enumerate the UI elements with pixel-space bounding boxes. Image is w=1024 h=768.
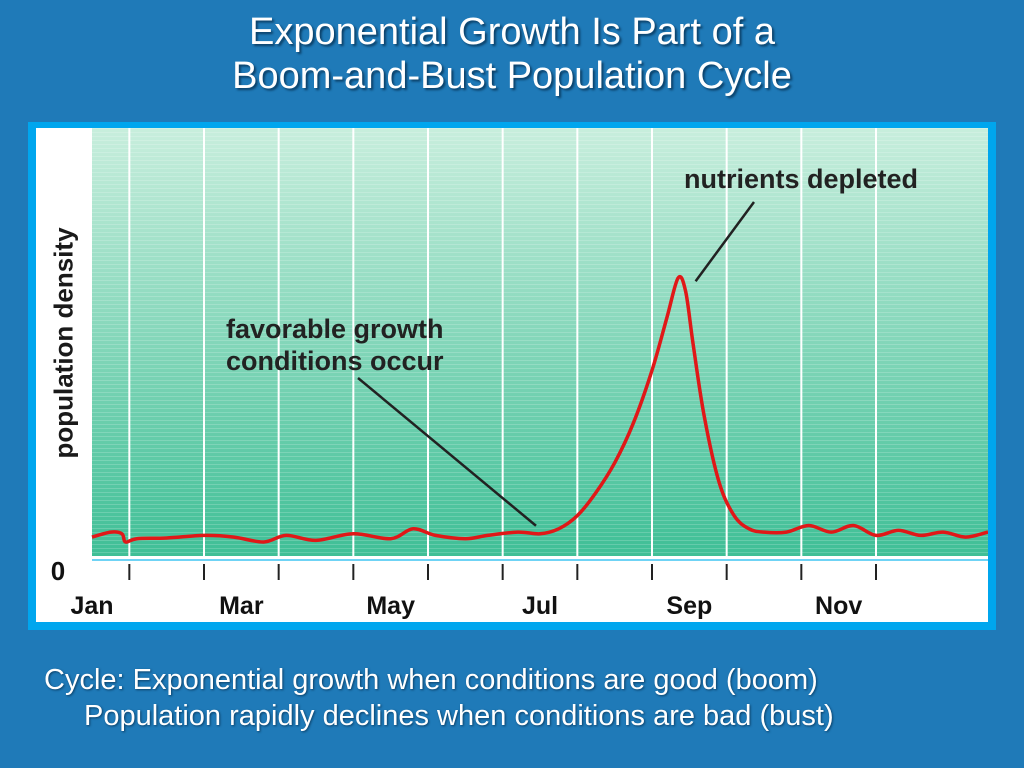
annotation-leader <box>357 377 537 527</box>
caption-line-1: Cycle: Exponential growth when condition… <box>44 664 818 696</box>
x-tick-label: May <box>366 592 415 620</box>
x-tick-label: Jul <box>522 592 558 620</box>
x-tick-label: Sep <box>666 592 712 620</box>
population-curve <box>91 274 988 544</box>
x-tick-label: Jan <box>70 592 113 620</box>
slide-title: Exponential Growth Is Part of a Boom-and… <box>0 10 1024 98</box>
title-line-2: Boom-and-Bust Population Cycle <box>232 55 792 97</box>
y-tick-label-zero: 0 <box>51 556 65 586</box>
annotation-label: nutrients depleted <box>684 164 918 194</box>
chart-frame: population density Jan Mar May Jul Sep Nov 0 … <box>28 122 996 630</box>
caption: Cycle: Exponential growth when condition… <box>44 662 1004 734</box>
chart-panel: population density Jan Mar May Jul Sep Nov 0 … <box>36 128 988 622</box>
plot-texture <box>92 128 988 556</box>
caption-line-2: Population rapidly declines when conditi… <box>84 700 834 732</box>
annotation-label: conditions occur <box>226 346 444 376</box>
annotation-label: favorable growth <box>226 314 444 344</box>
title-line-1: Exponential Growth Is Part of a <box>249 11 775 53</box>
population-chart: Jan Mar May Jul Sep Nov 0 nutrients depleted f… <box>51 128 988 620</box>
x-tick-label: Mar <box>219 592 264 620</box>
annotation-leader <box>694 201 756 282</box>
x-tick-label: Nov <box>815 592 862 620</box>
